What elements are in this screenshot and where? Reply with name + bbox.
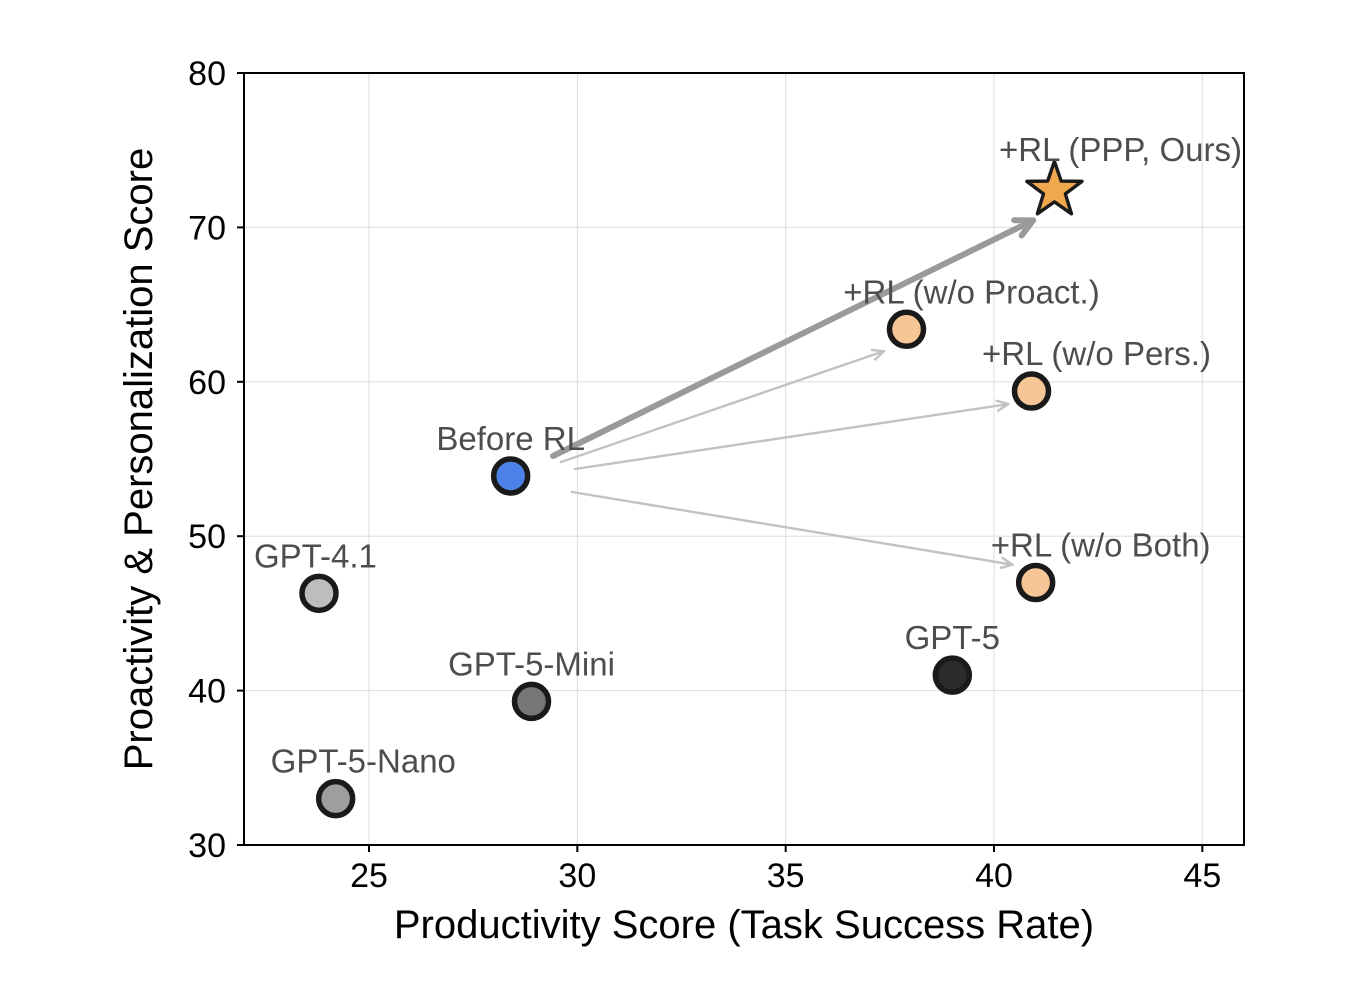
svg-text:70: 70 <box>188 209 226 247</box>
svg-text:35: 35 <box>767 857 805 895</box>
svg-text:GPT-5-Nano: GPT-5-Nano <box>271 743 456 780</box>
svg-text:40: 40 <box>188 673 226 711</box>
svg-text:60: 60 <box>188 364 226 402</box>
svg-text:GPT-4.1: GPT-4.1 <box>254 537 377 574</box>
svg-text:Before RL: Before RL <box>436 420 585 457</box>
svg-text:45: 45 <box>1183 857 1221 895</box>
svg-text:Proactivity & Personalization: Proactivity & Personalization Score <box>117 148 161 771</box>
svg-text:40: 40 <box>975 857 1013 895</box>
svg-text:+RL (w/o Proact.): +RL (w/o Proact.) <box>843 273 1099 310</box>
svg-text:50: 50 <box>188 518 226 556</box>
svg-text:30: 30 <box>558 857 596 895</box>
svg-text:GPT-5: GPT-5 <box>905 619 1000 656</box>
svg-text:+RL (PPP, Ours): +RL (PPP, Ours) <box>999 131 1242 168</box>
svg-text:25: 25 <box>350 857 388 895</box>
svg-text:+RL (w/o Pers.): +RL (w/o Pers.) <box>982 335 1211 372</box>
svg-text:30: 30 <box>188 827 226 865</box>
svg-text:GPT-5-Mini: GPT-5-Mini <box>448 645 615 682</box>
svg-text:+RL (w/o Both): +RL (w/o Both) <box>991 527 1211 564</box>
svg-text:80: 80 <box>188 55 226 93</box>
svg-text:Productivity Score (Task Succe: Productivity Score (Task Success Rate) <box>394 903 1094 947</box>
